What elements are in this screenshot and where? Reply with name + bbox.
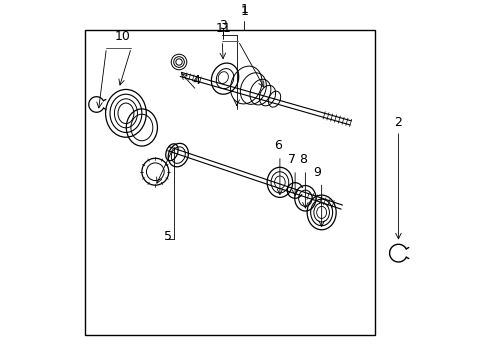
- Text: 8: 8: [298, 153, 306, 166]
- Text: 1: 1: [240, 3, 248, 16]
- Text: 5: 5: [164, 230, 172, 243]
- Ellipse shape: [165, 144, 178, 161]
- Text: 2: 2: [394, 116, 402, 129]
- Bar: [85, 30, 375, 334]
- Text: 1: 1: [240, 5, 248, 18]
- Text: 6: 6: [274, 139, 282, 152]
- Text: 11: 11: [215, 22, 231, 36]
- Text: 9: 9: [312, 166, 320, 179]
- Text: 7: 7: [288, 153, 296, 166]
- Text: 3: 3: [219, 19, 227, 32]
- Text: 4: 4: [192, 74, 200, 87]
- Text: 10: 10: [114, 30, 130, 42]
